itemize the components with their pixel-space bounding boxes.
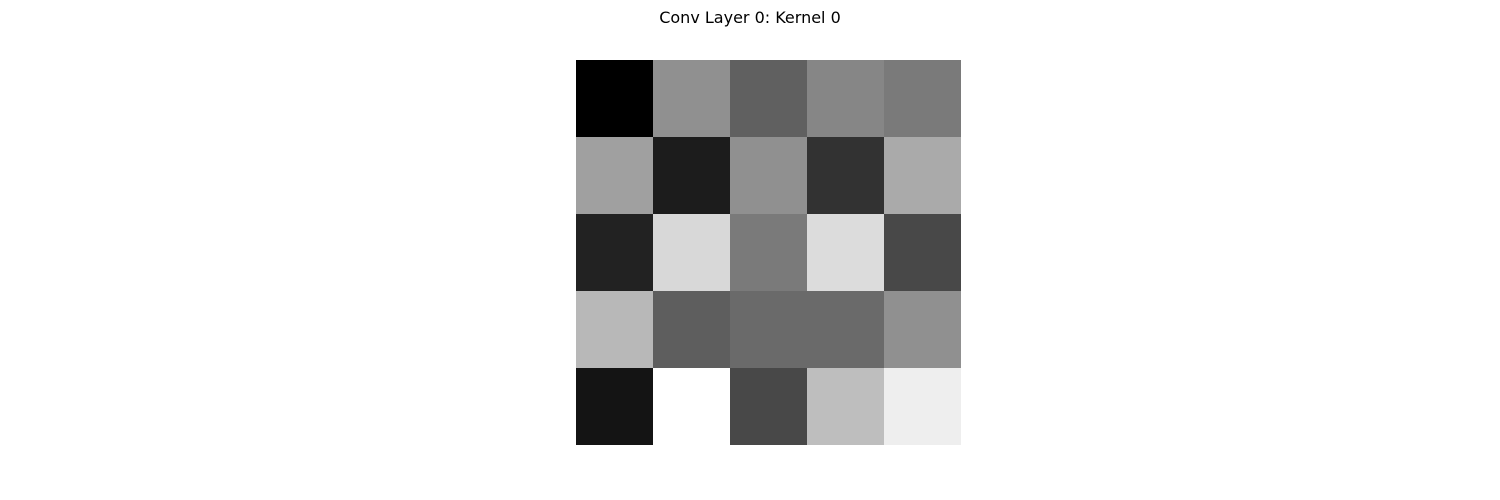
heatmap-cell-r0-c3 <box>807 60 884 137</box>
heatmap-cell-r3-c2 <box>730 291 807 368</box>
heatmap-cell-r0-c0 <box>576 60 653 137</box>
heatmap-cell-r2-c2 <box>730 214 807 291</box>
heatmap-cell-r3-c0 <box>576 291 653 368</box>
heatmap-cell-r1-c3 <box>807 137 884 214</box>
heatmap-cell-r2-c0 <box>576 214 653 291</box>
heatmap-cell-r0-c4 <box>884 60 961 137</box>
heatmap-cell-r0-c1 <box>653 60 730 137</box>
heatmap-cell-r4-c0 <box>576 368 653 445</box>
heatmap-cell-r1-c0 <box>576 137 653 214</box>
chart-title: Conv Layer 0: Kernel 0 <box>659 8 841 27</box>
heatmap-cell-r4-c1 <box>653 368 730 445</box>
heatmap-cell-r2-c4 <box>884 214 961 291</box>
heatmap-cell-r2-c3 <box>807 214 884 291</box>
heatmap-cell-r3-c1 <box>653 291 730 368</box>
heatmap-cell-r1-c2 <box>730 137 807 214</box>
heatmap-cell-r0-c2 <box>730 60 807 137</box>
heatmap-cell-r1-c1 <box>653 137 730 214</box>
heatmap-cell-r2-c1 <box>653 214 730 291</box>
heatmap-cell-r4-c4 <box>884 368 961 445</box>
heatmap-cell-r4-c2 <box>730 368 807 445</box>
heatmap-cell-r3-c3 <box>807 291 884 368</box>
heatmap-cell-r3-c4 <box>884 291 961 368</box>
heatmap-cell-r4-c3 <box>807 368 884 445</box>
heatmap-cell-r1-c4 <box>884 137 961 214</box>
